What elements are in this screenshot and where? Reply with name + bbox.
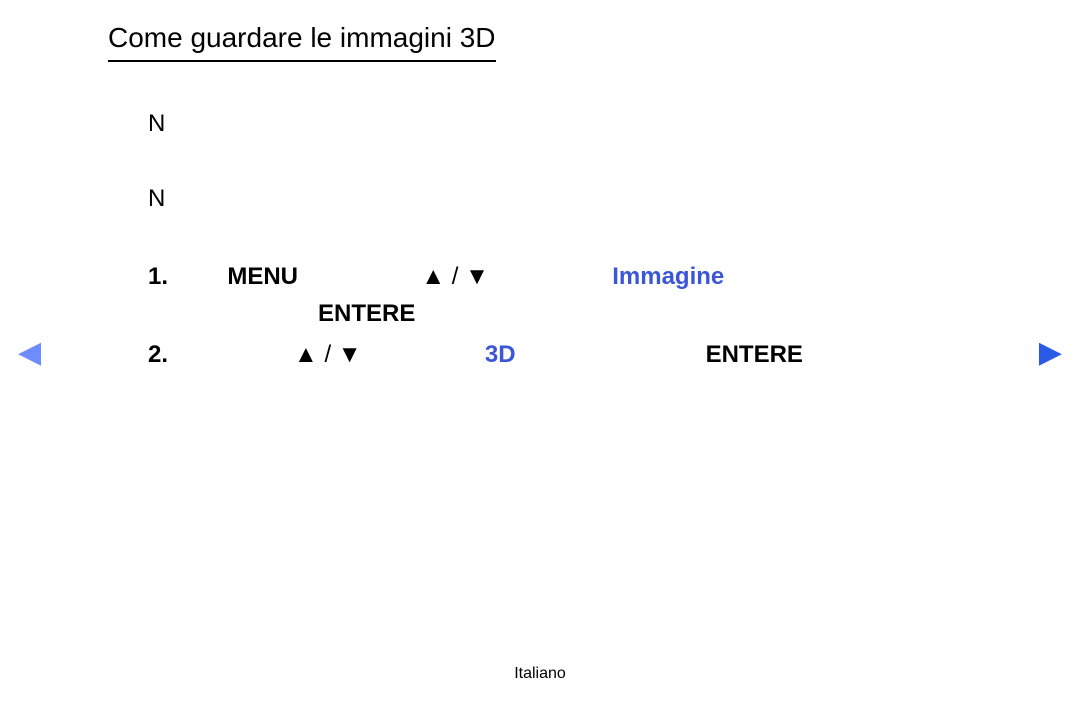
note-line-2b (108, 142, 968, 179)
note-line-2: N (108, 105, 968, 142)
note-line-1 (108, 68, 968, 105)
note-marker-1: N (148, 105, 178, 142)
footer-language: Italiano (0, 665, 1080, 683)
page-title: Come guardare le immagini 3D (108, 22, 496, 62)
enter-label-1: ENTER (318, 300, 399, 327)
menu-label: MENU (227, 263, 298, 290)
note-marker-2: N (148, 180, 178, 217)
manual-page: Come guardare le immagini 3D N N 1. MENU… (0, 0, 1080, 705)
next-page-button[interactable]: ▶ (1039, 335, 1062, 370)
step-1-arrows: ▲ / ▼ (421, 263, 489, 290)
body-block: N N 1. MENU ▲ / ▼ Immagine ENTERE 2. ▲ /… (108, 68, 968, 374)
immagine-label: Immagine (612, 263, 724, 290)
step-1-line2: ENTERE (108, 295, 968, 332)
enter-icon-1: E (399, 300, 415, 327)
step-2: 2. ▲ / ▼ 3D ENTERE (108, 336, 968, 373)
note-line-3b (108, 217, 968, 254)
step-1-number: 1. (148, 258, 184, 295)
3d-label: 3D (485, 341, 516, 368)
enter-icon-2: E (787, 341, 803, 368)
step-1: 1. MENU ▲ / ▼ Immagine (108, 258, 968, 295)
note-line-3: N (108, 180, 968, 217)
step-2-arrows: ▲ / ▼ (294, 341, 362, 368)
enter-label-2: ENTER (706, 341, 787, 368)
step-2-number: 2. (148, 336, 184, 373)
prev-page-button[interactable]: ◀ (18, 335, 41, 370)
